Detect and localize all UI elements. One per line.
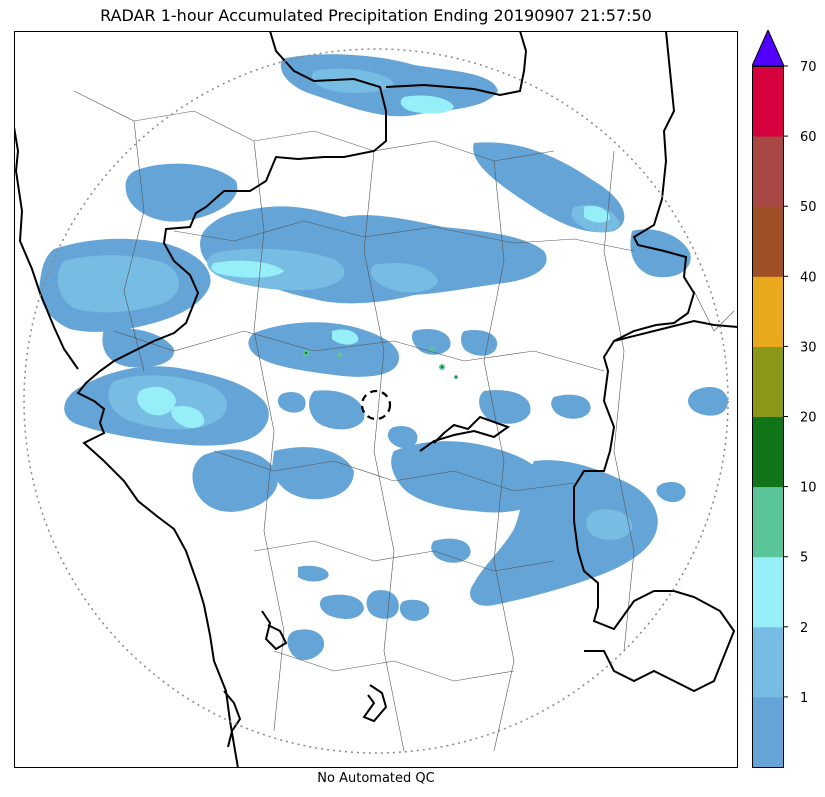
precipitation-light-cyan (137, 95, 610, 429)
colorbar-tick-label: 1 (800, 691, 808, 706)
colorbar-level-50 (752, 206, 784, 277)
colorbar-level-1 (752, 696, 784, 768)
colorbar-levels (752, 66, 784, 768)
colorbar-tick-label: 50 (800, 200, 817, 215)
colorbar-tick-label: 70 (800, 60, 817, 75)
colorbar-level-60 (752, 136, 784, 207)
colorbar-tick-label: 30 (800, 340, 817, 355)
radar-range-ring (23, 48, 729, 754)
colorbar-level-40 (752, 276, 784, 347)
colorbar-level-2 (752, 626, 784, 698)
colorbar-tick-label: 60 (800, 130, 817, 145)
colorbar-tick-label: 5 (800, 551, 808, 566)
map-title: RADAR 1-hour Accumulated Precipitation E… (100, 6, 652, 25)
state-boundaries (14, 31, 738, 768)
radar-site-marker (360, 389, 392, 421)
district-boundaries (73, 90, 735, 752)
colorbar-level-20 (752, 416, 784, 488)
radar-map (14, 31, 738, 768)
colorbar-level-5 (752, 556, 784, 628)
colorbar-tick-label: 2 (800, 621, 808, 636)
colorbar-level-10 (752, 486, 784, 558)
precipitation-dark-green-cells (304, 351, 457, 378)
colorbar-ticks: 1 2 5 10 20 30 40 50 60 70 (784, 60, 817, 706)
qc-note: No Automated QC (317, 771, 435, 786)
colorbar-tick-label: 20 (800, 411, 817, 426)
colorbar-extend-arrow (751, 28, 785, 67)
colorbar-tick-label: 10 (800, 481, 817, 496)
colorbar-level-30 (752, 346, 784, 417)
colorbar: 1 2 5 10 20 30 40 50 60 70 (751, 28, 825, 770)
colorbar-tick-label: 40 (800, 270, 817, 285)
colorbar-level-70 (752, 66, 784, 137)
